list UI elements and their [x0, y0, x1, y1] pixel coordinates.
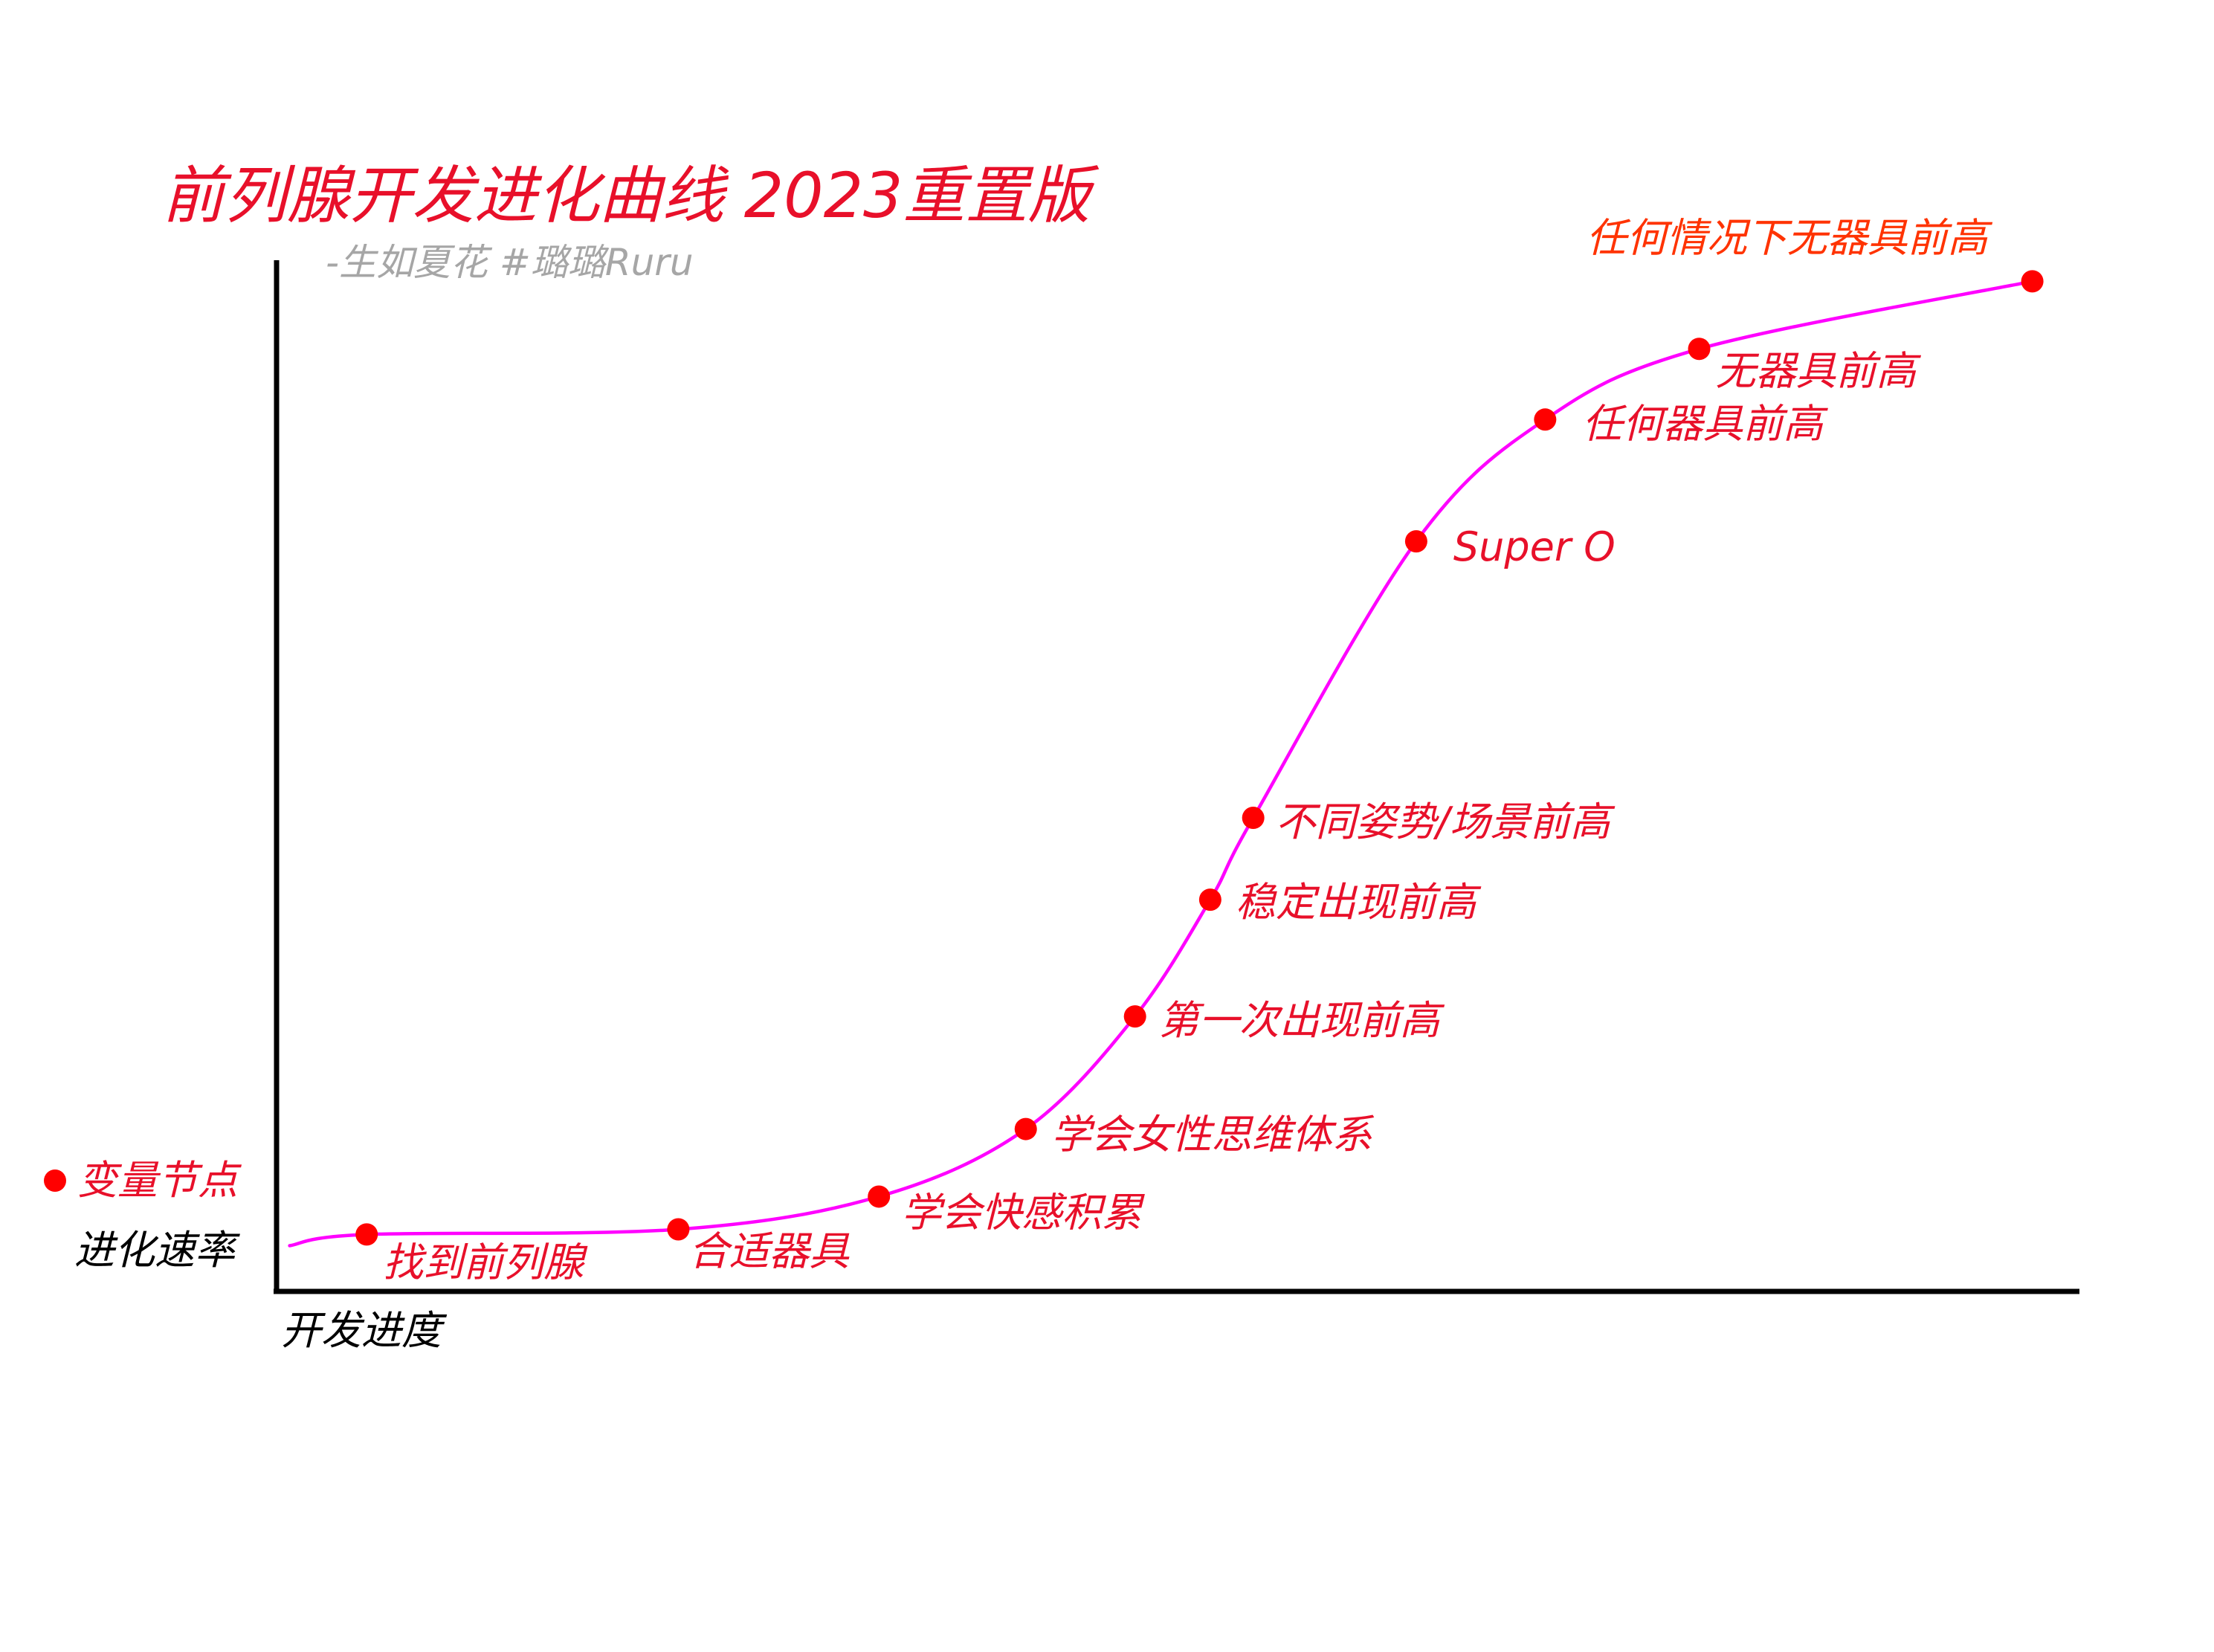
data-point: [667, 1218, 690, 1241]
chart-subtitle: -生如夏花 #璐璐Ruru: [326, 241, 694, 284]
data-labels: 找到前列腺 合适器具 学会快感积累 学会女性思维体系 第一次出现前高 稳定出现前高 不同姿势…: [383, 214, 1992, 1285]
data-point: [1534, 408, 1557, 431]
legend-label: 变量节点: [77, 1157, 242, 1204]
data-point: [868, 1185, 891, 1208]
legend-marker: [44, 1169, 66, 1192]
data-label: Super O: [1453, 523, 1616, 570]
data-points: [355, 270, 2044, 1246]
data-label: 第一次出现前高: [1159, 997, 1445, 1044]
data-label: 任何器具前高: [1582, 400, 1828, 447]
x-axis-label: 开发进度: [281, 1307, 448, 1354]
series-line: [288, 280, 2034, 1248]
data-point: [2021, 270, 2044, 293]
data-label: 不同姿势/场景前高: [1276, 798, 1616, 845]
data-label: 稳定出现前高: [1236, 879, 1482, 926]
data-point: [1404, 530, 1427, 553]
data-point: [355, 1223, 378, 1246]
data-label: 合适器具: [688, 1228, 850, 1275]
data-point: [1123, 1005, 1146, 1028]
data-label: 任何情况下无器具前高: [1587, 214, 1993, 261]
y-axis-label: 进化速率: [74, 1227, 240, 1274]
chart-title: 前列腺开发进化曲线 2023重置版: [162, 159, 1099, 232]
data-label: 学会女性思维体系: [1051, 1111, 1375, 1158]
data-label: 学会快感积累: [901, 1189, 1145, 1236]
data-point: [1242, 806, 1265, 829]
data-point: [1688, 338, 1711, 361]
data-label: 找到前列腺: [383, 1239, 588, 1285]
data-point: [1198, 888, 1221, 911]
data-point: [1014, 1117, 1037, 1140]
data-label: 无器具前高: [1716, 347, 1922, 394]
